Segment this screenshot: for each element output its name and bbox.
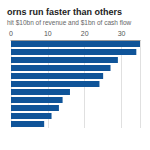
svg-text:hit $10bn of revenue and $1bn: hit $10bn of revenue and $1bn of cash fl… xyxy=(7,19,132,26)
svg-text:20: 20 xyxy=(81,30,89,37)
svg-text:orns run faster than others: orns run faster than others xyxy=(7,7,122,17)
svg-text:30: 30 xyxy=(118,30,126,37)
svg-text:0: 0 xyxy=(9,30,13,37)
svg-text:10: 10 xyxy=(44,30,52,37)
